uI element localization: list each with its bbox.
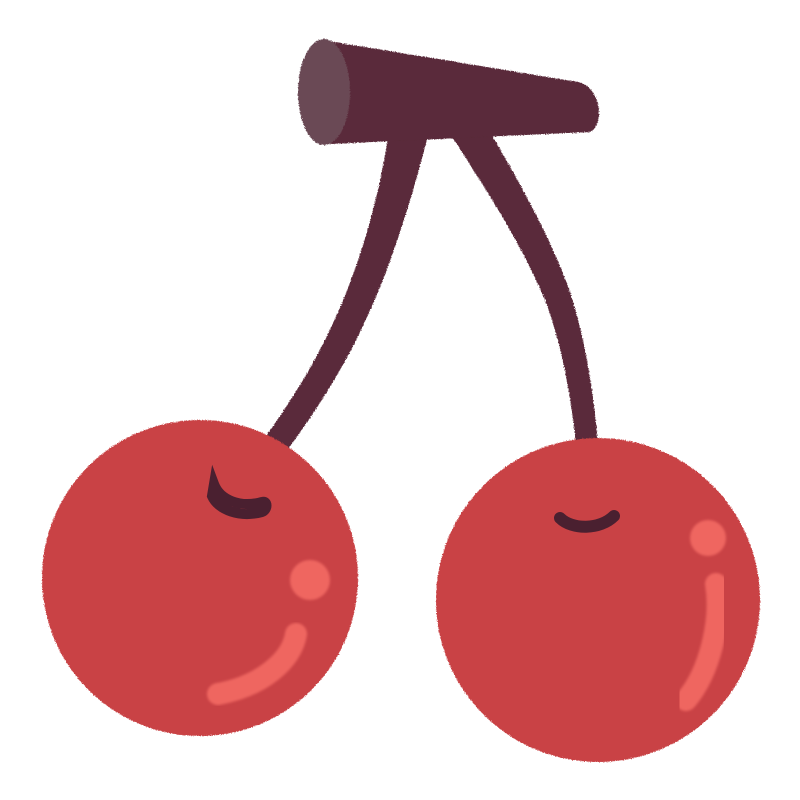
right-cherry-highlight-dot <box>690 520 726 556</box>
left-cherry <box>42 420 358 736</box>
right-cherry-stem-socket <box>554 510 620 533</box>
left-cherry-highlight-dot <box>290 560 330 600</box>
left-stem <box>232 110 432 494</box>
right-cherry-highlight-streak <box>675 573 729 711</box>
right-cherry-body <box>436 438 760 762</box>
stem-branch <box>322 40 600 144</box>
stem-branch-cap <box>298 39 350 145</box>
left-cherry-highlight-streak <box>207 623 307 705</box>
left-cherry-stem-socket <box>206 464 272 519</box>
right-cherry <box>436 438 760 762</box>
